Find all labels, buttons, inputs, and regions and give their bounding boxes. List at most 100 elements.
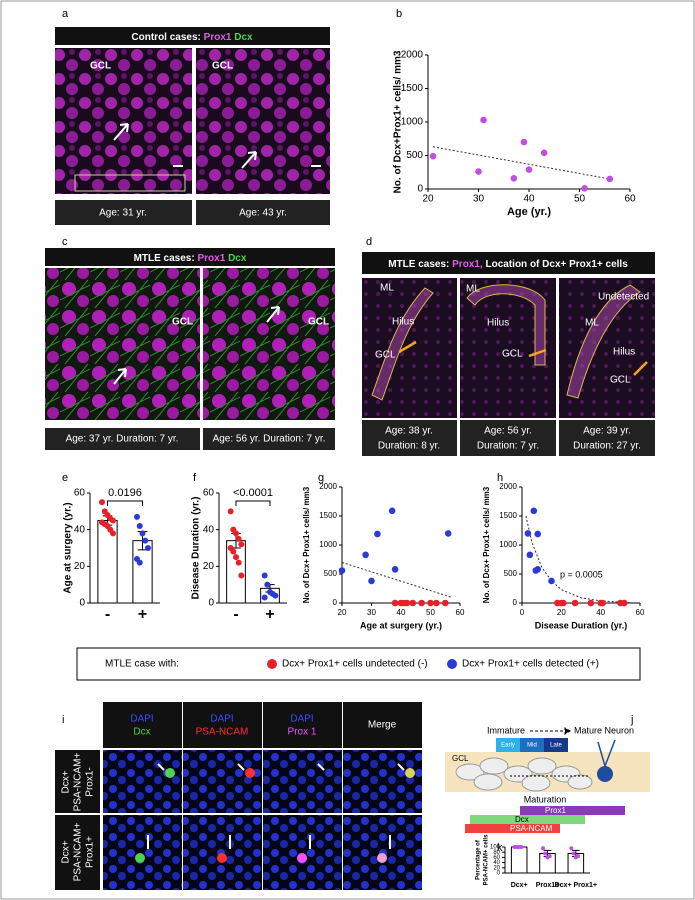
- header-text: MTLE cases:: [388, 259, 449, 270]
- y-tick-label: 40: [74, 524, 86, 535]
- data-point: [233, 554, 239, 561]
- caption: Age: 43 yr.: [239, 208, 287, 219]
- y-tick-label: 40: [493, 860, 500, 866]
- x-tick-label: 40: [397, 608, 406, 617]
- y-tick-label: 0: [79, 598, 85, 609]
- micrograph-grid: [103, 750, 422, 890]
- header-bar: [362, 252, 655, 274]
- chart: h 0 500 1000 1500 2000 No. of Dcx+ Prox1+ cell…: [482, 472, 645, 630]
- data-point: [110, 530, 116, 537]
- micrograph: [103, 750, 182, 813]
- data-point: [134, 513, 140, 520]
- y-tick-label: 2000: [401, 50, 424, 61]
- data-point: [145, 545, 151, 551]
- data-point: [374, 530, 381, 538]
- data-point: [233, 530, 239, 537]
- layer-label: GCL: [452, 754, 469, 763]
- data-point: [606, 175, 614, 183]
- data-point: [388, 507, 396, 515]
- y-axis-label: No. of Dcx+ Prox1+ cells/ mm3: [302, 486, 311, 603]
- legend-label: Dcx+ Prox1+ cells detected (+): [462, 659, 599, 670]
- marker-label: Dcx: [515, 815, 529, 824]
- panel-letter: j: [630, 714, 633, 726]
- data-point: [571, 599, 579, 607]
- cell: [377, 853, 387, 863]
- header-marker: Dcx: [234, 32, 253, 43]
- region-label: GCL: [375, 350, 396, 361]
- fit-line: [525, 515, 631, 604]
- x-tick-label: 30: [473, 194, 485, 205]
- y-tick-label: 500: [406, 150, 423, 161]
- data-point: [235, 535, 242, 542]
- micrograph: [263, 750, 342, 813]
- x-tick-label: 20: [557, 608, 566, 617]
- bar: [510, 846, 528, 874]
- marker-label: Prox1: [545, 806, 566, 815]
- caption-bar: [45, 428, 200, 450]
- data-point: [409, 599, 417, 607]
- header-text: Location of Dcx+ Prox1+ cells: [486, 259, 629, 270]
- marker-bar: [465, 824, 560, 833]
- region-label: GCL: [308, 317, 329, 328]
- x-tick-label: Dcx+ Prox1+: [555, 882, 597, 889]
- dendrite: [597, 739, 616, 767]
- marker-bar: [520, 806, 625, 815]
- data-point: [110, 517, 116, 524]
- panel-letter: d: [366, 236, 372, 248]
- panel-letter: h: [497, 472, 503, 484]
- process-label: Maturation: [524, 794, 567, 804]
- y-tick-label: 0: [497, 871, 501, 877]
- data-point: [548, 577, 555, 585]
- header-text: Control cases:: [131, 32, 200, 43]
- header-bar: [263, 702, 342, 748]
- caption: Duration: 7 yr.: [477, 441, 539, 452]
- y-tick-label: 2000: [319, 482, 337, 491]
- y-tick-label: 1500: [319, 511, 337, 520]
- gcl-outline: [371, 287, 434, 401]
- caption-bar: [196, 200, 330, 225]
- header-bar: [55, 27, 330, 45]
- data-point: [587, 599, 595, 607]
- cell: [405, 768, 415, 778]
- data-point: [560, 599, 567, 607]
- data-point: [620, 599, 628, 607]
- data-point: [571, 851, 576, 856]
- x-tick-label: 60: [456, 608, 465, 617]
- micrograph: [263, 815, 342, 890]
- data-point: [227, 508, 234, 515]
- data-point: [418, 599, 425, 607]
- data-point: [99, 499, 105, 506]
- micrograph: [183, 815, 262, 890]
- y-tick-label: 20: [203, 561, 215, 572]
- column-headers: DAPI Dcx DAPI PSA-NCAM DAPI Prox 1 Merge: [103, 702, 422, 748]
- legend-label: Dcx+ Prox1+ cells undetected (-): [282, 659, 428, 670]
- cell: [165, 768, 175, 778]
- column-header: DAPI: [130, 714, 153, 725]
- panel-letter: k: [497, 842, 503, 854]
- data-point: [368, 577, 375, 585]
- y-tick-label: 1500: [401, 83, 424, 94]
- panel-letter: g: [318, 472, 324, 484]
- data-point: [427, 599, 434, 607]
- row-label-bar: [55, 750, 100, 813]
- data-point: [238, 572, 245, 579]
- y-tick-label: 20: [493, 865, 500, 871]
- data-point: [403, 599, 411, 607]
- x-tick-label: Dcx+: [511, 882, 528, 889]
- micrograph: [103, 815, 182, 890]
- data-point: [519, 845, 524, 849]
- annotation: p = 0.0005: [560, 569, 603, 579]
- data-point: [230, 548, 237, 555]
- region-label: Hilus: [392, 317, 414, 328]
- cell: [217, 853, 227, 863]
- y-axis-label: Disease Duration (yr.): [191, 497, 202, 600]
- panel-letter: b: [396, 8, 402, 20]
- inset-frame: [74, 174, 186, 192]
- header-marker: Prox1: [204, 32, 232, 43]
- micrograph: [343, 750, 422, 813]
- data-point: [510, 174, 518, 182]
- data-point: [520, 138, 528, 146]
- data-point: [534, 530, 542, 538]
